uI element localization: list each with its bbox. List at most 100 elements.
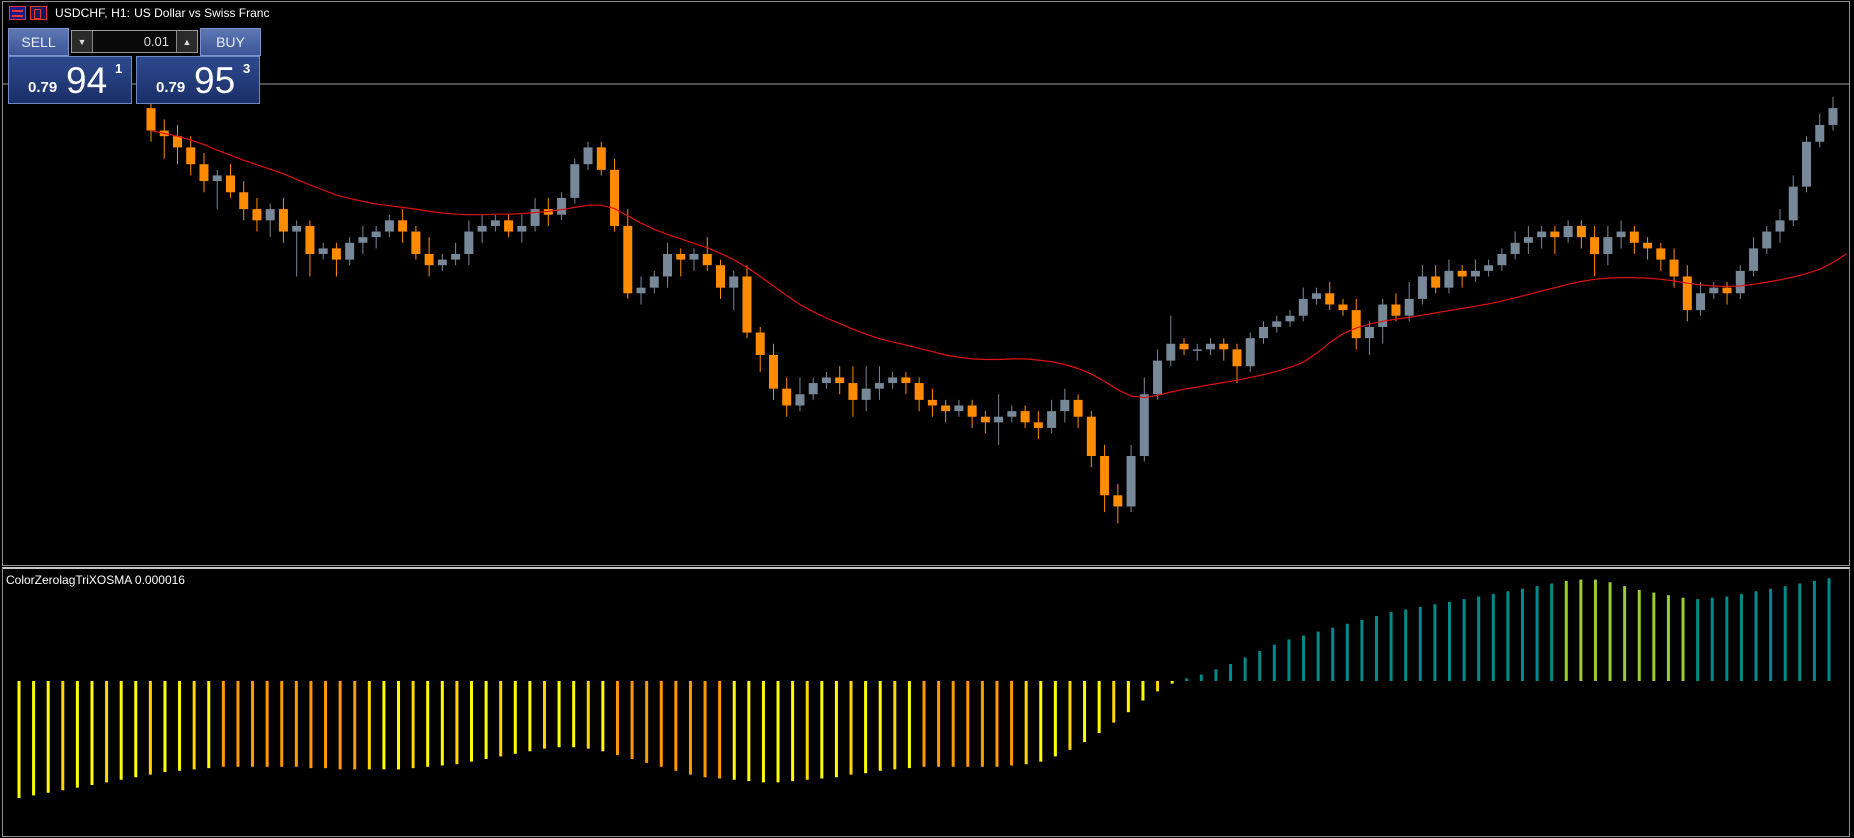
candle-body xyxy=(663,254,673,277)
candle-body xyxy=(1272,321,1282,327)
candle-body xyxy=(967,405,977,417)
candle-body xyxy=(517,225,527,232)
candle-body xyxy=(941,405,951,412)
candle-body xyxy=(610,169,620,226)
candle-body xyxy=(649,276,659,288)
candle-body xyxy=(1457,270,1467,277)
candle-body xyxy=(146,108,156,131)
candle-body xyxy=(1470,270,1480,277)
sell-price-quote[interactable]: 0.79 94 1 xyxy=(8,56,132,104)
candle-body xyxy=(835,377,845,384)
candle-body xyxy=(331,248,341,260)
candle-body xyxy=(689,254,699,260)
candle-body xyxy=(1126,456,1136,507)
candle-body xyxy=(411,231,421,254)
buy-price-quote[interactable]: 0.79 95 3 xyxy=(136,56,260,104)
candle-body xyxy=(477,225,487,232)
candle-body xyxy=(1338,304,1348,311)
candle-body xyxy=(1364,326,1374,339)
candle-body xyxy=(1603,237,1613,254)
candle-body xyxy=(980,416,990,423)
candle-body xyxy=(1669,259,1679,277)
candle-body xyxy=(1073,399,1083,417)
candle-body xyxy=(1391,304,1401,316)
candle-body xyxy=(1020,411,1030,423)
one-click-trading-panel: SELL ▼ 0.01 ▲ BUY 0.79 94 1 0.79 95 3 xyxy=(8,28,261,104)
candle-body xyxy=(1417,276,1427,299)
candle-body xyxy=(583,147,593,165)
candle-body xyxy=(1696,293,1706,311)
chart-menu-icon[interactable] xyxy=(9,6,26,20)
symbol-label: USDCHF, H1: xyxy=(55,6,131,20)
indicator-canvas xyxy=(17,578,1831,798)
candle-body xyxy=(358,237,368,243)
candle-body xyxy=(265,209,275,221)
buy-price-prefix: 0.79 xyxy=(156,79,186,96)
candle-body xyxy=(464,231,474,254)
candle-body xyxy=(1259,326,1269,339)
candle-body xyxy=(1232,349,1242,367)
candle-body xyxy=(914,383,924,400)
candle-body xyxy=(345,242,355,260)
candle-body xyxy=(1629,231,1639,243)
candle-body xyxy=(1086,416,1096,456)
candle-body xyxy=(1788,186,1798,221)
candle-body xyxy=(1325,293,1335,305)
lot-size-stepper[interactable]: ▼ 0.01 ▲ xyxy=(71,30,198,53)
candle-body xyxy=(901,377,911,384)
candle-body xyxy=(1523,237,1533,243)
sell-price-prefix: 0.79 xyxy=(28,79,58,96)
candle-body xyxy=(490,220,500,226)
candle-body xyxy=(199,164,209,182)
buy-price-fraction: 3 xyxy=(243,61,251,76)
candle-body xyxy=(1550,231,1560,238)
candle-body xyxy=(1285,315,1295,322)
candle-body xyxy=(451,254,461,260)
price-chart-pane[interactable]: USDCHF, H1: US Dollar vs Swiss Franc SEL… xyxy=(2,1,1850,566)
sell-button[interactable]: SELL xyxy=(8,28,69,56)
sell-price-fraction: 1 xyxy=(115,61,123,76)
candle-body xyxy=(1033,422,1043,428)
candle-body xyxy=(1179,343,1189,350)
candle-body xyxy=(1749,248,1759,271)
candle-body xyxy=(1351,310,1361,339)
candle-body xyxy=(1100,456,1110,496)
candle-body xyxy=(212,175,222,182)
candle-body xyxy=(1828,108,1838,125)
lot-size-value[interactable]: 0.01 xyxy=(143,34,169,49)
moving-average-line xyxy=(150,130,1847,399)
candle-body xyxy=(1656,248,1666,260)
indicator-label: ColorZerolagTriXOSMA 0.000016 xyxy=(6,573,185,587)
candle-body xyxy=(570,164,580,198)
candle-body xyxy=(1682,276,1692,311)
candle-body xyxy=(623,225,633,294)
candle-body xyxy=(715,265,725,288)
candle-body xyxy=(1378,304,1388,327)
candle-body xyxy=(1153,360,1163,395)
candle-body xyxy=(755,332,765,355)
candle-body xyxy=(782,388,792,406)
candle-body xyxy=(1762,231,1772,249)
candle-body xyxy=(888,377,898,384)
buy-button[interactable]: BUY xyxy=(200,28,261,56)
candle-body xyxy=(371,231,381,238)
candle-body xyxy=(994,416,1004,423)
candle-body xyxy=(927,399,937,406)
chart-window-icon[interactable] xyxy=(30,6,47,20)
candle-body xyxy=(1590,237,1600,254)
chevron-down-icon[interactable]: ▼ xyxy=(72,31,93,52)
candle-body xyxy=(1616,231,1626,238)
buy-price-pips: 95 xyxy=(194,60,236,101)
candle-body xyxy=(1139,394,1149,456)
candle-body xyxy=(702,254,712,266)
candle-body xyxy=(318,248,328,254)
indicator-pane[interactable]: ColorZerolagTriXOSMA 0.000016 xyxy=(2,567,1850,837)
candle-body xyxy=(1815,124,1825,142)
sell-price-pips: 94 xyxy=(66,60,108,101)
candle-body xyxy=(821,377,831,384)
candle-body xyxy=(795,394,805,406)
candle-body xyxy=(239,192,249,210)
candle-body xyxy=(1192,349,1202,351)
candle-body xyxy=(1643,242,1653,249)
chevron-up-icon[interactable]: ▲ xyxy=(176,31,197,52)
